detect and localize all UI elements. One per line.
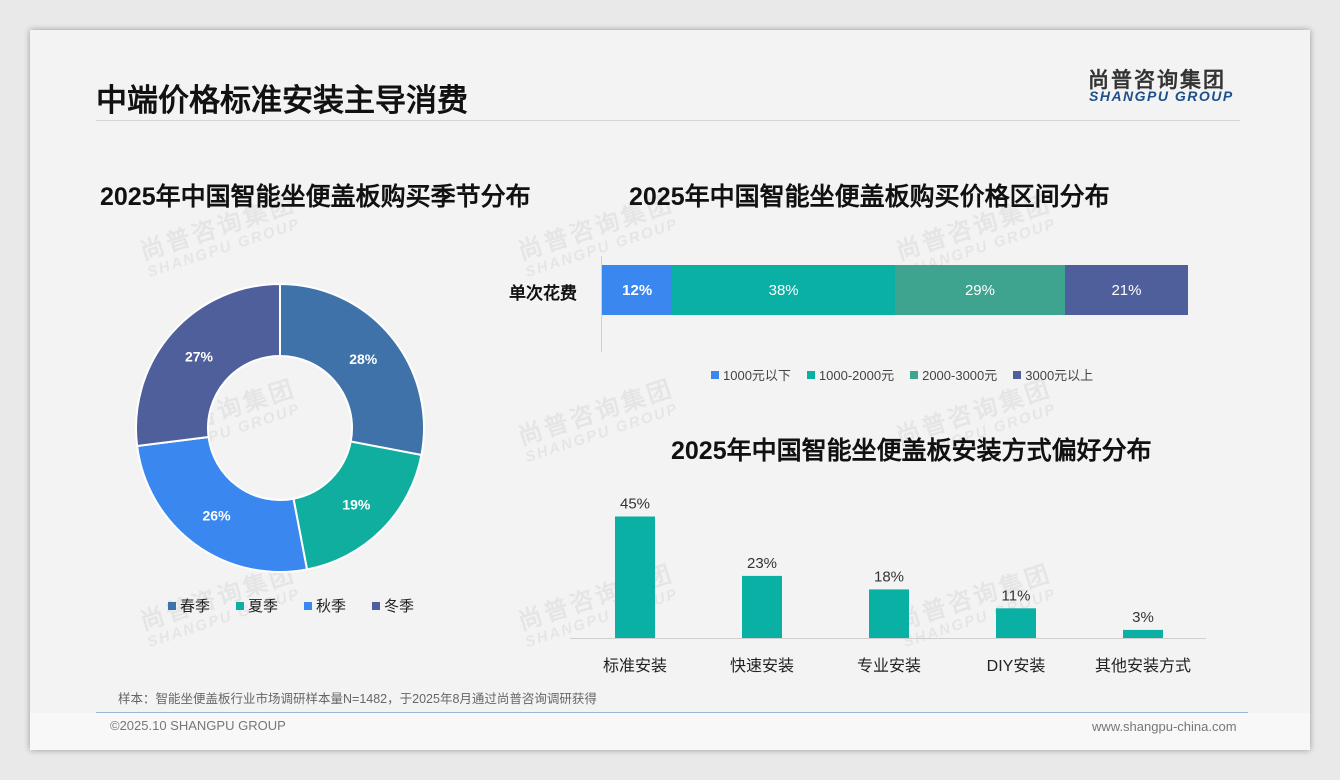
season-donut-chart: 28% 19% 26% 27% bbox=[135, 282, 425, 573]
page-title: 中端价格标准安装主导消费 bbox=[96, 83, 468, 118]
legend-item: 1000元以下 bbox=[711, 365, 791, 384]
price-stacked-bar: 12% 38% 29% 21% bbox=[602, 265, 1188, 315]
legend-label: 秋季 bbox=[316, 598, 347, 615]
donut-slice bbox=[292, 440, 423, 571]
legend-swatch bbox=[372, 601, 381, 610]
category-label: 专业安装 bbox=[857, 657, 921, 675]
donut-slice-label: 27% bbox=[185, 349, 214, 365]
legend-swatch bbox=[711, 370, 719, 379]
legend-swatch bbox=[806, 370, 815, 379]
install-bar bbox=[742, 575, 782, 638]
price-segment-label: 12% bbox=[622, 281, 653, 299]
brand-logo-text: 尚普咨询集团 bbox=[1088, 69, 1226, 92]
legend-item: 冬季 bbox=[372, 595, 414, 616]
legend-swatch bbox=[1013, 370, 1022, 379]
category-label: 快速安装 bbox=[730, 657, 794, 675]
legend-swatch bbox=[304, 601, 313, 610]
price-bar-segment: 29% bbox=[895, 265, 1065, 315]
legend-item: 春季 bbox=[168, 595, 210, 616]
legend-label: 2000-3000元 bbox=[922, 368, 998, 383]
price-segment-label: 38% bbox=[768, 281, 799, 299]
bar-value-label: 11% bbox=[1002, 587, 1031, 604]
legend-item: 2000-3000元 bbox=[910, 365, 997, 384]
install-bar-chart: 45% 标准安装 23% 快速安装 18% 专业安装 11% DIY安装 3% 其他安装方式 bbox=[570, 496, 1206, 675]
bar-value-label: 18% bbox=[874, 568, 904, 585]
footer-divider bbox=[96, 712, 1248, 713]
legend-label: 1000元以下 bbox=[723, 368, 791, 383]
legend-label: 3000元以上 bbox=[1025, 368, 1094, 383]
price-legend: 1000元以下 1000-2000元 2000-3000元 3000元以上 bbox=[711, 365, 1109, 384]
legend-item: 夏季 bbox=[236, 595, 278, 616]
install-bar bbox=[615, 516, 655, 638]
category-label: 标准安装 bbox=[603, 657, 667, 675]
install-bar bbox=[1123, 629, 1163, 638]
price-chart-title: 2025年中国智能坐便盖板购买价格区间分布 bbox=[629, 183, 1110, 211]
legend-item: 1000-2000元 bbox=[806, 365, 895, 384]
legend-label: 1000-2000元 bbox=[818, 368, 895, 383]
legend-swatch bbox=[910, 370, 919, 379]
legend-label: 夏季 bbox=[248, 598, 279, 615]
brand-logo-subtext: SHANGPU GROUP bbox=[1089, 88, 1234, 104]
legend-swatch bbox=[236, 601, 245, 610]
bar-value-label: 45% bbox=[620, 496, 650, 513]
price-segment-label: 29% bbox=[964, 281, 995, 299]
copyright-text: ©2025.10 SHANGPU GROUP bbox=[110, 718, 286, 733]
legend-item: 3000元以上 bbox=[1013, 365, 1093, 384]
website-text: www.shangpu-china.com bbox=[1092, 719, 1237, 734]
price-category-label: 单次花费 bbox=[509, 284, 577, 303]
sample-note: 样本：智能坐便盖板行业市场调研样本量N=1482，于2025年8月通过尚普咨询调… bbox=[118, 692, 597, 706]
price-bar-segment: 38% bbox=[672, 265, 895, 315]
donut-slice-label: 19% bbox=[342, 496, 371, 512]
price-bar-segment: 12% bbox=[602, 265, 673, 315]
price-segment-label: 21% bbox=[1111, 281, 1142, 299]
price-bar-segment: 21% bbox=[1064, 265, 1188, 315]
install-bar bbox=[869, 589, 909, 638]
season-chart-title: 2025年中国智能坐便盖板购买季节分布 bbox=[100, 183, 531, 211]
legend-label: 冬季 bbox=[384, 598, 415, 615]
donut-slice bbox=[136, 435, 309, 573]
donut-slice bbox=[135, 282, 281, 448]
legend-item: 秋季 bbox=[304, 595, 346, 616]
donut-slice-label: 26% bbox=[203, 507, 232, 523]
price-axis-line bbox=[601, 256, 602, 352]
install-chart-title: 2025年中国智能坐便盖板安装方式偏好分布 bbox=[671, 437, 1152, 465]
legend-label: 春季 bbox=[180, 598, 211, 615]
watermark: 尚普咨询集团 SHANGPU GROUP bbox=[515, 375, 681, 467]
donut-slice bbox=[279, 282, 425, 457]
legend-swatch bbox=[168, 601, 176, 610]
bar-value-label: 23% bbox=[747, 555, 777, 572]
title-divider bbox=[96, 120, 1240, 121]
slide: 尚普咨询集团 SHANGPU GROUP 尚普咨询集团 SHANGPU GROUP … bbox=[30, 30, 1310, 750]
category-label: 其他安装方式 bbox=[1095, 657, 1191, 675]
season-legend: 春季 夏季 秋季 冬季 bbox=[168, 595, 440, 616]
bar-value-label: 3% bbox=[1132, 609, 1154, 626]
category-label: DIY安装 bbox=[987, 657, 1046, 675]
install-bar bbox=[996, 608, 1036, 638]
footer-bar bbox=[30, 713, 1310, 750]
donut-slice-label: 28% bbox=[349, 351, 378, 367]
